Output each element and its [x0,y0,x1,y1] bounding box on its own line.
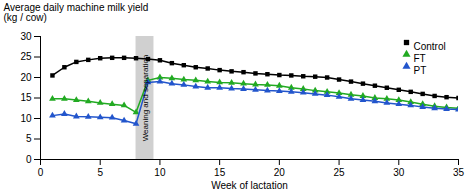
svg-text:Week of lactation: Week of lactation [211,180,288,191]
svg-text:30: 30 [393,167,405,178]
svg-text:15: 15 [20,92,32,103]
svg-text:0: 0 [26,154,32,165]
svg-text:10: 10 [154,167,166,178]
svg-text:Average daily machine milk yie: Average daily machine milk yield(kg / co… [4,2,149,23]
svg-text:10: 10 [20,113,32,124]
svg-text:PT: PT [414,65,427,76]
svg-text:20: 20 [20,72,32,83]
svg-text:15: 15 [214,167,226,178]
svg-text:0: 0 [38,167,44,178]
svg-text:20: 20 [274,167,286,178]
svg-text:Control: Control [414,41,446,52]
svg-text:5: 5 [26,133,32,144]
svg-text:25: 25 [334,167,346,178]
svg-text:35: 35 [453,167,465,178]
svg-text:30: 30 [20,31,32,42]
svg-text:25: 25 [20,51,32,62]
svg-text:FT: FT [414,53,426,64]
svg-text:Weaning and separation: Weaning and separation [141,55,150,142]
svg-text:5: 5 [97,167,103,178]
